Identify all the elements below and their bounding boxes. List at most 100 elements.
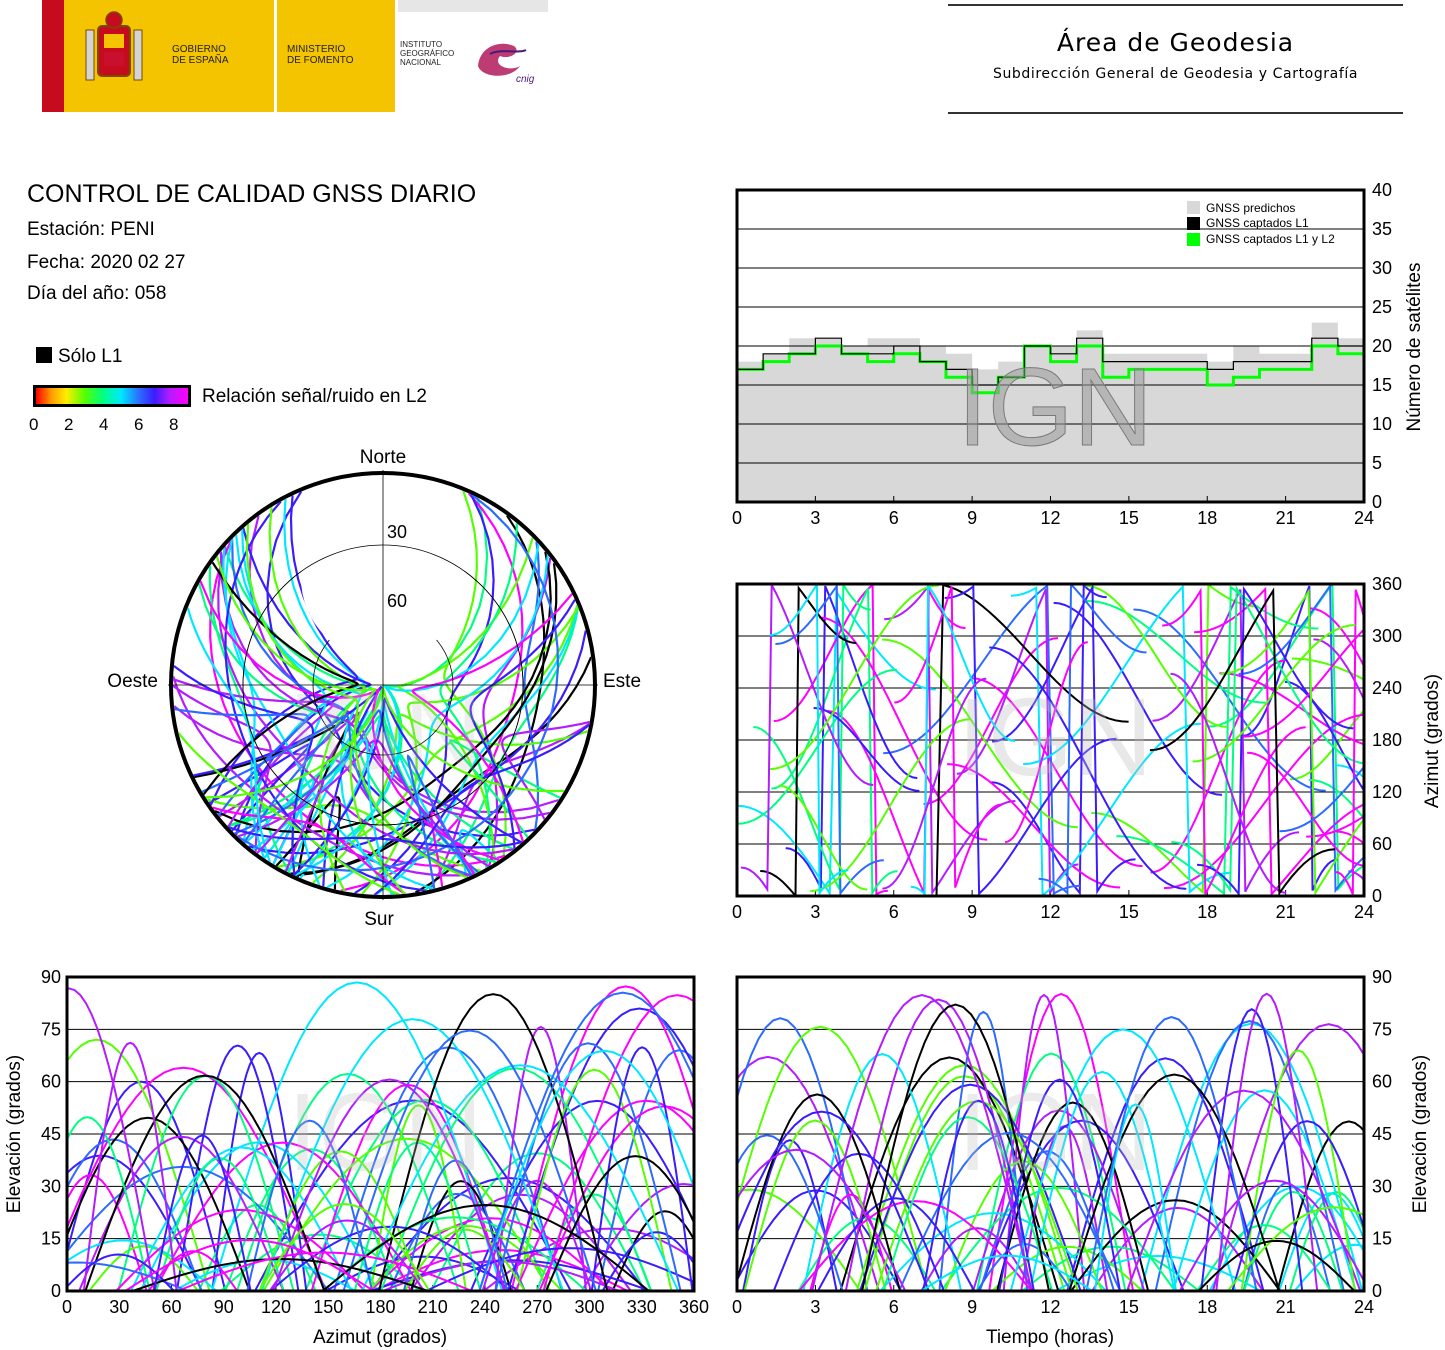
azimuth-track [1279,765,1364,833]
azimuth-time-chart: Azimut (grados) 0 60 120 180 240 300 360 0 3 6 9 12… [732,574,1443,922]
satellites-chart: GNSS predichos GNSS captados L1 GNSS cap… [732,180,1425,528]
skyplot-track [411,593,574,842]
x-tick-label: 0 [732,1297,742,1317]
x-tick-label: 15 [1119,1297,1139,1317]
y-tick-label: 180 [1372,730,1402,750]
x-tick-label: 3 [810,902,820,922]
elev-az-tracks [67,981,694,1291]
x-tick-label: 0 [732,508,742,528]
y-tick-label: 15 [1372,1229,1392,1249]
x-tick-label: 12 [1040,508,1060,528]
x-tick-label: 240 [470,1297,500,1317]
elevation-time-track [882,1116,1054,1291]
ministerio-logo: MINISTERIO DE FOMENTO [277,0,395,112]
y-tick-label: 75 [1372,1019,1392,1039]
y-tick-label: 15 [1372,375,1392,395]
x-tick-label: 210 [418,1297,448,1317]
cnig-text: cnig [516,74,535,85]
skyplot-track [294,543,540,877]
x-tick-label: 150 [313,1297,343,1317]
elevation-azimuth-track [388,1192,526,1291]
legend-l1-label: Sólo L1 [58,346,123,367]
elevation-azimuth-track [211,1051,308,1291]
watermark: IGN [957,1071,1153,1194]
spain-flag-stripe [42,0,64,112]
elevation-azimuth-track [611,1210,694,1291]
azimuth-track [1220,588,1364,896]
azimuth-track [760,585,857,896]
azimuth-track [818,616,988,841]
azimuth-track [1335,589,1364,895]
skyplot-track [256,779,325,872]
x-tick-label: 0 [732,902,742,922]
x-tick-label: 12 [1040,1297,1060,1317]
elevation-azimuth-track [410,1180,512,1291]
elevation-azimuth-track [369,1104,468,1291]
skyplot-track [186,607,271,863]
elev-time-frame [735,975,1366,1293]
x-tick-label: 18 [1197,1297,1217,1317]
elevation-time-track [844,998,1033,1291]
elev-az-frame [65,975,696,1293]
x-tick-label: 18 [1197,508,1217,528]
azimuth-track [1306,815,1364,838]
skyplot-north-label: Norte [360,447,406,468]
azimuth-track [810,718,971,892]
elevation-azimuth-track [580,1182,694,1291]
elevation-azimuth-track [84,1074,326,1291]
gobierno-text: GOBIERNO DE ESPAÑA [172,44,229,66]
elevation-time-track [1197,1239,1356,1291]
azimuth-track [883,584,1081,896]
x-tick-label: 24 [1354,1297,1374,1317]
y-tick-label: 40 [1372,180,1392,200]
azimuth-track [1192,624,1356,763]
x-tick-label: 21 [1276,508,1296,528]
elevation-time-track [998,1078,1121,1291]
skyplot-track [237,493,560,872]
x-tick-label: 360 [679,1297,709,1317]
skyplot-west-label: Oeste [107,671,158,692]
x-tick-label: 24 [1354,508,1374,528]
elevation-time-track [1276,1120,1364,1291]
x-tick-label: 300 [574,1297,604,1317]
gobierno-logo: GOBIERNO DE ESPAÑA [64,0,274,112]
skyplot-track [198,583,497,864]
skyplot-track [173,665,315,876]
elev-time-tracks [737,992,1364,1291]
azimuth-track [1116,585,1319,896]
skyplot-south-label: Sur [364,909,394,930]
skyplot-track [501,720,590,820]
elevation-time-track [978,1119,1185,1291]
x-tick-label: 12 [1040,902,1060,922]
elevation-azimuth-track [67,1261,189,1291]
elevation-azimuth-track [510,985,694,1291]
skyplot-track [201,713,349,844]
skyplot-track [443,490,507,858]
satellites-y-label: Número de satélites [1404,263,1425,432]
skyplot-track [199,580,500,862]
elevation-azimuth-track [478,991,694,1291]
y-tick-label: 90 [41,967,61,987]
y-tick-label: 45 [1372,1124,1392,1144]
azimuth-track [1150,659,1286,874]
elevation-time-track [1288,1191,1364,1291]
elevation-time-track [920,1227,1034,1291]
elevation-time-track [879,1212,1107,1291]
azimuth-track [1004,641,1089,844]
skyplot-ring-label: 60 [387,591,407,611]
elevation-time-track [1085,1015,1258,1291]
azimuth-track [1162,587,1306,895]
azimuth-track [773,584,889,896]
elevation-azimuth-track [67,1038,211,1291]
instituto-text: INSTITUTO GEOGRÁFICO NACIONAL [400,40,455,67]
elev-az-x-label: Azimut (grados) [313,1327,447,1348]
watermark: IGN [287,1071,483,1194]
x-tick-label: 6 [889,1297,899,1317]
watermark: IGN [957,676,1153,799]
azimuth-track [775,584,884,896]
elevation-time-track [737,1017,869,1291]
legend-swatch-l1 [1187,217,1200,230]
y-tick-label: 30 [1372,1176,1392,1196]
elevation-azimuth-track [378,993,609,1291]
skyplot-track [219,551,550,821]
